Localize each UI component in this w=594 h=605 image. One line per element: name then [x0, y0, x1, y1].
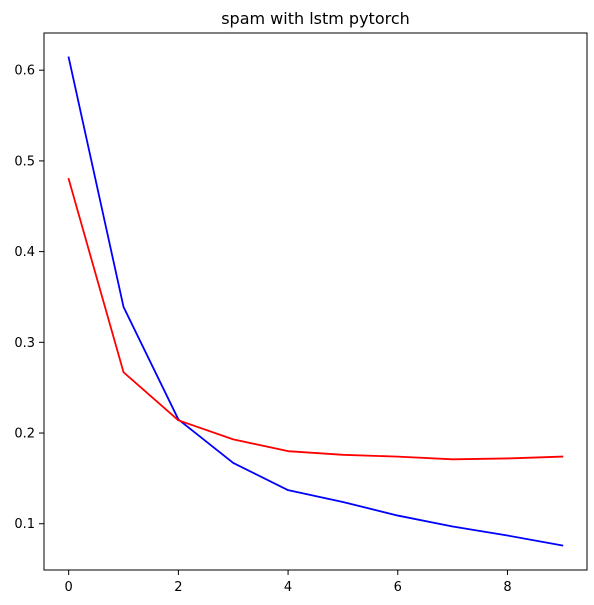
x-tick-label: 8: [503, 580, 511, 595]
y-tick-label: 0.2: [14, 427, 35, 442]
y-tick-label: 0.6: [14, 64, 35, 79]
y-tick-label: 0.4: [14, 245, 35, 260]
x-tick-label: 2: [174, 580, 182, 595]
chart-title: spam with lstm pytorch: [221, 9, 410, 28]
y-tick-label: 0.3: [14, 336, 35, 351]
y-tick-label: 0.1: [14, 517, 35, 532]
y-tick-label: 0.5: [14, 154, 35, 169]
x-tick-label: 6: [394, 580, 402, 595]
plot-area: [44, 33, 587, 570]
x-tick-label: 0: [65, 580, 73, 595]
x-tick-label: 4: [284, 580, 292, 595]
